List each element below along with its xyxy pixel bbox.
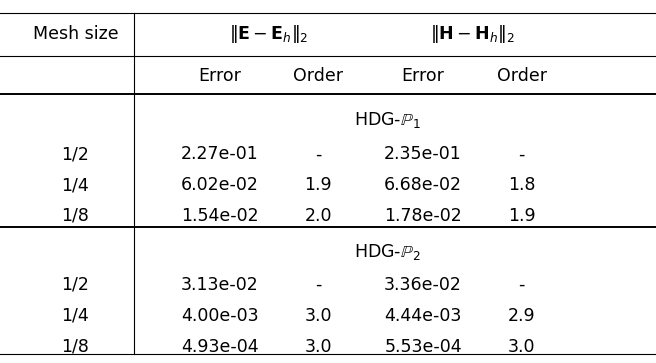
- Text: -: -: [315, 276, 321, 294]
- Text: 3.36e-02: 3.36e-02: [384, 276, 462, 294]
- Text: 3.0: 3.0: [304, 338, 332, 356]
- Text: 1/2: 1/2: [62, 276, 89, 294]
- Text: $\|\mathbf{H} - \mathbf{H}_h\|_2$: $\|\mathbf{H} - \mathbf{H}_h\|_2$: [430, 24, 515, 45]
- Text: 1.8: 1.8: [508, 176, 535, 194]
- Text: 4.00e-03: 4.00e-03: [181, 307, 258, 325]
- Text: 1/4: 1/4: [62, 176, 89, 194]
- Text: 6.68e-02: 6.68e-02: [384, 176, 462, 194]
- Text: 1.78e-02: 1.78e-02: [384, 207, 462, 225]
- Text: 5.53e-04: 5.53e-04: [384, 338, 462, 356]
- Text: 1/4: 1/4: [62, 307, 89, 325]
- Text: 2.35e-01: 2.35e-01: [384, 145, 462, 163]
- Text: 6.02e-02: 6.02e-02: [181, 176, 258, 194]
- Text: Order: Order: [293, 67, 343, 85]
- Text: 2.27e-01: 2.27e-01: [181, 145, 258, 163]
- Text: Error: Error: [401, 67, 445, 85]
- Text: $\|\mathbf{E} - \mathbf{E}_h\|_2$: $\|\mathbf{E} - \mathbf{E}_h\|_2$: [229, 24, 309, 45]
- Text: 1/8: 1/8: [62, 207, 89, 225]
- Text: 1.54e-02: 1.54e-02: [181, 207, 258, 225]
- Text: 1.9: 1.9: [304, 176, 332, 194]
- Text: 4.93e-04: 4.93e-04: [181, 338, 258, 356]
- Text: 1.9: 1.9: [508, 207, 535, 225]
- Text: -: -: [518, 145, 525, 163]
- Text: HDG-$\mathbb{P}_2$: HDG-$\mathbb{P}_2$: [354, 242, 420, 262]
- Text: 3.13e-02: 3.13e-02: [181, 276, 258, 294]
- Text: 1/8: 1/8: [62, 338, 89, 356]
- Text: 2.9: 2.9: [508, 307, 535, 325]
- Text: Error: Error: [198, 67, 241, 85]
- Text: -: -: [315, 145, 321, 163]
- Text: 3.0: 3.0: [304, 307, 332, 325]
- Text: HDG-$\mathbb{P}_1$: HDG-$\mathbb{P}_1$: [354, 110, 420, 130]
- Text: 4.44e-03: 4.44e-03: [384, 307, 462, 325]
- Text: Order: Order: [497, 67, 546, 85]
- Text: 2.0: 2.0: [304, 207, 332, 225]
- Text: 3.0: 3.0: [508, 338, 535, 356]
- Text: Mesh size: Mesh size: [33, 25, 118, 44]
- Text: -: -: [518, 276, 525, 294]
- Text: 1/2: 1/2: [62, 145, 89, 163]
